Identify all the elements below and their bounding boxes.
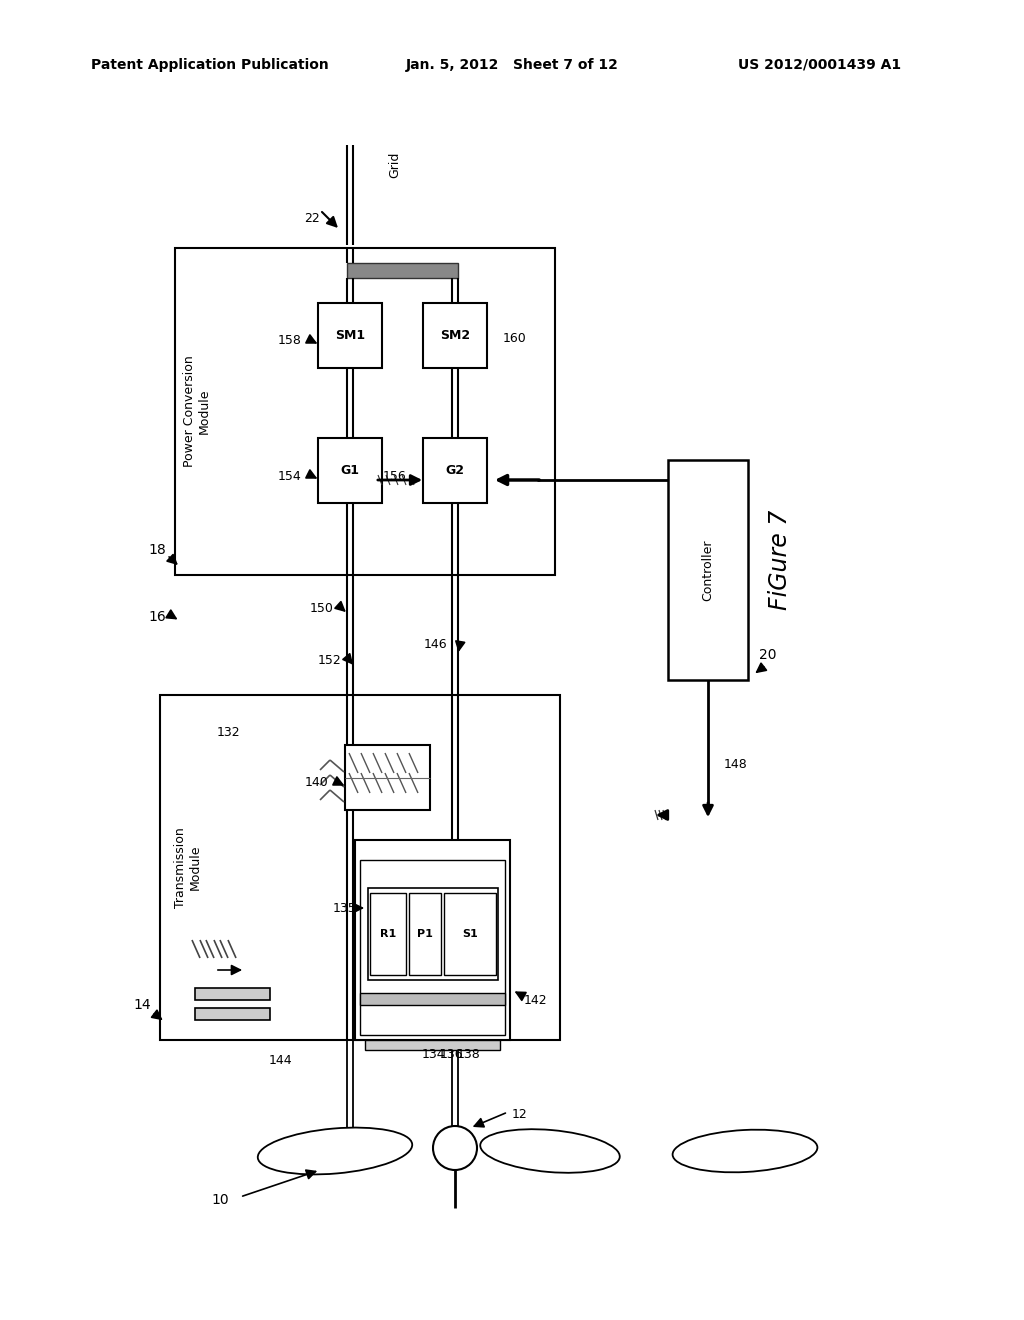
Text: 158: 158 (279, 334, 302, 347)
Text: R1: R1 (380, 929, 396, 939)
Bar (368, 888, 498, 979)
Text: FiGure 7: FiGure 7 (768, 510, 792, 610)
Bar (360, 993, 505, 1005)
Text: SM2: SM2 (440, 329, 470, 342)
Text: 138: 138 (457, 1048, 481, 1061)
Text: Transmission
Module: Transmission Module (174, 828, 202, 908)
Text: 22: 22 (304, 211, 319, 224)
Ellipse shape (480, 1129, 620, 1172)
Text: 20: 20 (759, 648, 777, 663)
Ellipse shape (258, 1127, 413, 1175)
Bar (423, 304, 487, 368)
Text: 134: 134 (421, 1048, 444, 1061)
Text: Patent Application Publication: Patent Application Publication (91, 58, 329, 73)
Bar (175, 248, 555, 576)
Bar (409, 894, 441, 975)
Text: P1: P1 (417, 929, 433, 939)
Text: 136: 136 (439, 1048, 463, 1061)
Text: 150: 150 (310, 602, 334, 615)
Text: 156: 156 (383, 470, 407, 483)
Bar (345, 744, 430, 810)
Bar (365, 1040, 500, 1049)
Bar (355, 840, 510, 1040)
Text: 144: 144 (268, 1053, 292, 1067)
Bar (160, 696, 560, 1040)
Bar (444, 894, 496, 975)
Text: 16: 16 (148, 610, 166, 624)
Bar (668, 459, 748, 680)
Bar (195, 987, 270, 1001)
Text: US 2012/0001439 A1: US 2012/0001439 A1 (738, 58, 901, 73)
Text: Grid: Grid (388, 152, 401, 178)
Text: Power Conversion
Module: Power Conversion Module (183, 355, 211, 467)
Text: S1: S1 (462, 929, 478, 939)
Text: 10: 10 (211, 1193, 228, 1206)
Bar (360, 861, 505, 1035)
Text: G1: G1 (341, 465, 359, 477)
Text: 152: 152 (318, 653, 342, 667)
Text: 148: 148 (724, 759, 748, 771)
Text: 140: 140 (305, 776, 329, 789)
Text: 154: 154 (279, 470, 302, 483)
Text: Controller: Controller (701, 540, 715, 601)
Text: 14: 14 (133, 998, 151, 1012)
Text: 135: 135 (333, 902, 357, 915)
Bar (195, 1008, 270, 1020)
Bar (318, 304, 382, 368)
Text: G2: G2 (445, 465, 465, 477)
Bar (423, 438, 487, 503)
Bar (370, 894, 406, 975)
Text: 146: 146 (423, 639, 446, 652)
Bar (347, 263, 458, 279)
Text: 132: 132 (216, 726, 240, 739)
Bar (318, 438, 382, 503)
Circle shape (433, 1126, 477, 1170)
Text: 18: 18 (148, 543, 166, 557)
Text: 12: 12 (512, 1109, 528, 1122)
Text: SM1: SM1 (335, 329, 366, 342)
Text: Jan. 5, 2012   Sheet 7 of 12: Jan. 5, 2012 Sheet 7 of 12 (406, 58, 618, 73)
Ellipse shape (673, 1130, 817, 1172)
Text: 142: 142 (523, 994, 547, 1006)
Text: 160: 160 (503, 331, 527, 345)
